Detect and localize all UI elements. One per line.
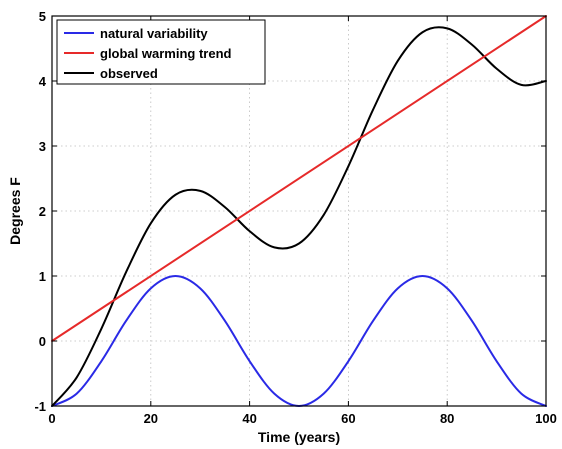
y-tick-label: 2 bbox=[39, 204, 46, 219]
y-tick-label: 1 bbox=[39, 269, 46, 284]
x-tick-label: 0 bbox=[48, 411, 55, 426]
y-axis-label: Degrees F bbox=[7, 177, 23, 245]
series-line-global-warming-trend bbox=[51, 15, 547, 342]
legend-label-natural-variability: natural variability bbox=[100, 26, 208, 41]
legend: natural variability global warming trend o… bbox=[56, 19, 266, 85]
y-tick-label: -1 bbox=[34, 399, 46, 414]
x-tick-label: 60 bbox=[341, 411, 355, 426]
grid bbox=[52, 16, 546, 406]
y-tick-label: 0 bbox=[39, 334, 46, 349]
legend-label-global-warming-trend: global warming trend bbox=[100, 46, 232, 61]
legend-label-observed: observed bbox=[100, 66, 158, 81]
x-axis-label: Time (years) bbox=[258, 429, 340, 445]
y-tick-label: 3 bbox=[39, 139, 46, 154]
x-tick-label: 20 bbox=[144, 411, 158, 426]
series-line-observed bbox=[51, 26, 547, 407]
y-tick-label: 5 bbox=[39, 9, 46, 24]
x-tick-label: 100 bbox=[535, 411, 557, 426]
legend-items: natural variability global warming trend o… bbox=[64, 26, 232, 81]
y-tick-label: 4 bbox=[39, 74, 47, 89]
x-tick-label: 80 bbox=[440, 411, 454, 426]
x-tick-label: 40 bbox=[242, 411, 256, 426]
